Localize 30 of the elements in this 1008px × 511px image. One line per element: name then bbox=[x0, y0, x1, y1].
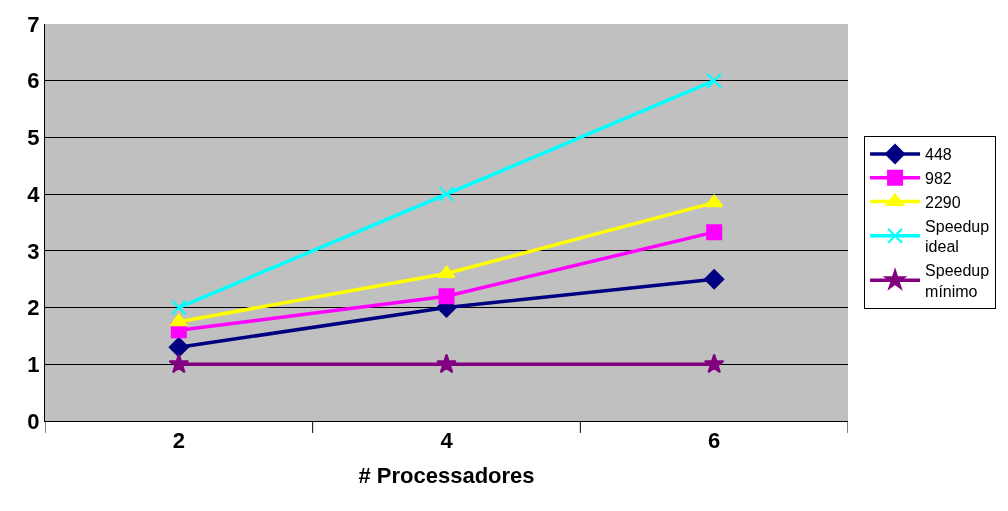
y-tick-label: 6 bbox=[27, 68, 40, 94]
legend-label: Speedup mínimo bbox=[925, 262, 990, 300]
point bbox=[706, 224, 723, 241]
legend-label: Speedup ideal bbox=[925, 217, 990, 256]
x-tick-label: 6 bbox=[708, 428, 721, 454]
y-tick-label: 1 bbox=[27, 351, 40, 377]
point bbox=[438, 288, 455, 305]
point bbox=[168, 337, 189, 358]
y-tick-label: 2 bbox=[27, 295, 40, 321]
point bbox=[170, 299, 187, 316]
point bbox=[438, 186, 455, 203]
y-tick-label: 0 bbox=[27, 408, 40, 434]
y-tick-label: 5 bbox=[27, 125, 40, 151]
y-tick-label: 4 bbox=[27, 181, 41, 207]
point bbox=[436, 353, 457, 374]
point bbox=[705, 194, 724, 208]
point bbox=[704, 269, 725, 290]
legend-label: 982 bbox=[925, 169, 952, 187]
point bbox=[706, 72, 723, 89]
point bbox=[437, 265, 456, 279]
point bbox=[703, 353, 725, 374]
x-axis-title: # Processadores bbox=[358, 463, 535, 489]
legend-label: 448 bbox=[925, 146, 952, 164]
x-tick-label: 2 bbox=[172, 428, 185, 454]
x-tick-label: 4 bbox=[440, 428, 454, 454]
y-tick-label: 7 bbox=[27, 11, 40, 37]
point bbox=[168, 353, 190, 374]
point bbox=[169, 313, 188, 327]
y-tick-label: 3 bbox=[27, 238, 40, 264]
legend-label: 2290 bbox=[925, 193, 961, 211]
